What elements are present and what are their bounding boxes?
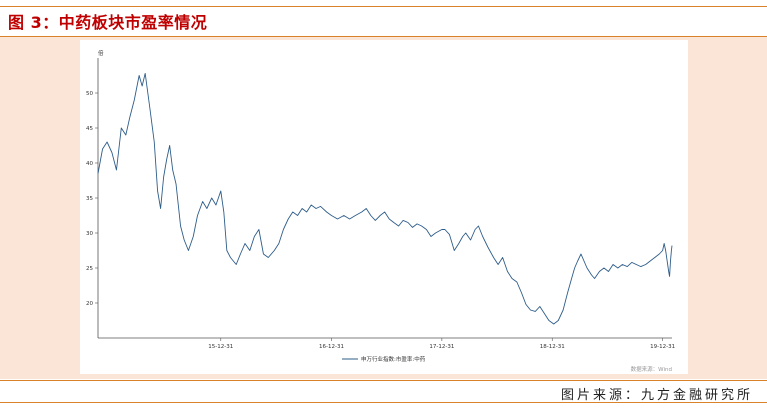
header: 图 3：中药板块市盈率情况 [0, 0, 767, 36]
pe-ratio-chart: 倍 20 25 30 35 40 45 50 15-12-31 16-12-31 17-12-31 1… [86, 49, 675, 373]
series-line [97, 72, 673, 325]
x-tick-label: 15-12-31 [208, 344, 233, 350]
y-tick-label: 25 [86, 266, 93, 272]
top-rule [0, 6, 767, 7]
x-tick-label: 18-12-31 [540, 344, 565, 350]
chart-area: 倍 20 25 30 35 40 45 50 15-12-31 16-12-31 17-12-31 1… [80, 40, 688, 374]
data-source-note: 数据来源：Wind [631, 365, 672, 373]
y-unit-label: 倍 [98, 49, 104, 57]
page-title: 图 3：中药板块市盈率情况 [8, 13, 208, 32]
source-note: 图片来源：九方金融研究所 [560, 388, 753, 403]
footer-top-rule [0, 380, 767, 381]
footer: 图片来源：九方金融研究所 [0, 380, 767, 411]
x-tick-label: 19-12-31 [650, 344, 675, 350]
y-tick-label: 35 [86, 196, 93, 202]
y-tick-label: 50 [86, 91, 93, 97]
x-tick-label: 16-12-31 [319, 344, 344, 350]
x-tick-label: 17-12-31 [429, 344, 454, 350]
y-tick-label: 20 [86, 301, 93, 307]
footer-bottom-rule [0, 402, 767, 403]
title-rule [0, 36, 767, 37]
series-layer [97, 72, 673, 325]
y-tick-label: 30 [86, 231, 93, 237]
legend-label: 申万行业指数:市盈率:中药 [361, 355, 426, 363]
y-tick-label: 40 [86, 161, 93, 167]
y-tick-label: 45 [86, 126, 93, 132]
labels: 倍 20 25 30 35 40 45 50 15-12-31 16-12-31 17-12-31 1… [86, 49, 675, 373]
axes [95, 58, 672, 341]
